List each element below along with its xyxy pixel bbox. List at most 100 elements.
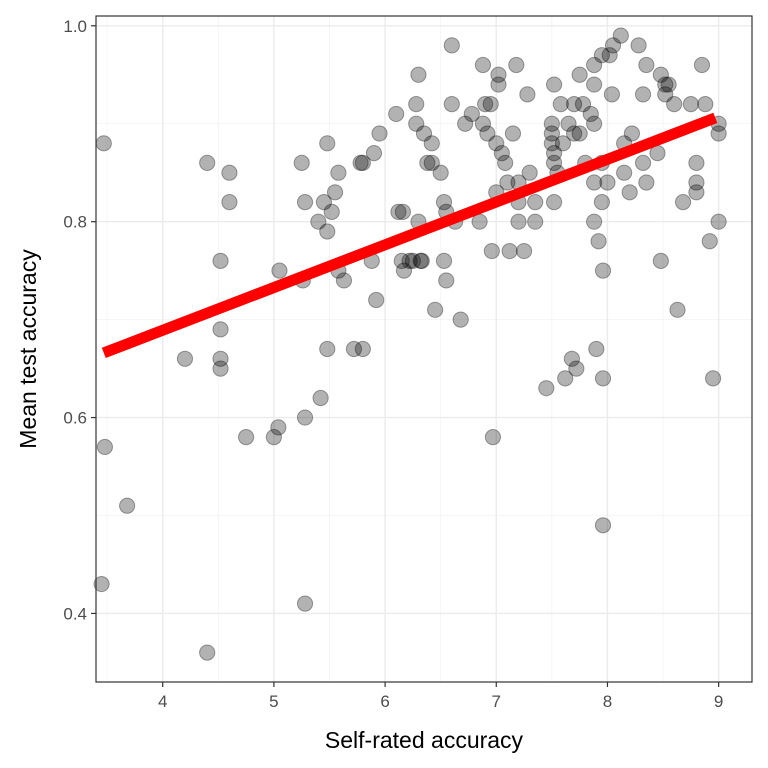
data-point: [701, 233, 718, 250]
data-point: [515, 242, 533, 260]
data-point: [638, 56, 655, 74]
data-point: [638, 174, 655, 191]
fit-line-group: [101, 112, 718, 359]
data-point: [688, 174, 705, 191]
x-tick-label: 8: [603, 692, 612, 711]
data-point: [310, 213, 327, 230]
data-point: [552, 96, 569, 113]
data-point: [354, 340, 371, 358]
data-point: [96, 438, 113, 456]
data-point: [710, 125, 727, 142]
data-point: [365, 145, 383, 162]
data-point: [652, 252, 669, 269]
data-point: [438, 272, 455, 289]
data-point: [586, 56, 603, 74]
data-point: [499, 174, 516, 191]
data-point: [504, 125, 522, 142]
data-point: [586, 174, 603, 191]
data-point: [543, 135, 560, 152]
data-point: [354, 154, 371, 172]
data-point: [688, 154, 705, 172]
data-point: [270, 419, 287, 436]
x-axis-ticks: 4 5 6 7 8 9: [158, 682, 723, 711]
y-tick-label: 0.4: [63, 604, 87, 623]
data-point: [497, 154, 514, 172]
data-point: [319, 135, 336, 152]
data-point: [521, 164, 538, 181]
data-point: [296, 409, 314, 426]
data-point: [682, 96, 699, 113]
data-point: [657, 86, 674, 103]
data-point: [312, 389, 329, 407]
data-point: [199, 644, 216, 661]
y-axis-title: Mean test accuracy: [15, 249, 41, 449]
data-point: [693, 56, 711, 74]
data-point: [315, 193, 333, 211]
data-point: [479, 125, 496, 142]
data-point: [634, 154, 652, 172]
data-point: [335, 272, 353, 289]
x-tick-label: 4: [158, 692, 167, 711]
data-point: [93, 575, 110, 593]
data-point: [545, 145, 563, 162]
data-point: [604, 37, 622, 54]
data-point: [674, 193, 692, 211]
data-point: [427, 301, 444, 318]
data-point: [404, 252, 421, 269]
data-point: [457, 115, 474, 132]
data-point: [483, 242, 500, 260]
data-point: [319, 223, 336, 240]
data-point: [623, 125, 641, 142]
x-tick-label: 5: [269, 692, 278, 711]
data-point: [571, 125, 588, 142]
data-point: [704, 370, 722, 387]
data-point: [394, 203, 411, 220]
data-point: [538, 380, 555, 397]
data-point: [568, 360, 585, 377]
data-point: [710, 213, 727, 230]
data-point: [669, 301, 686, 318]
data-point: [688, 184, 705, 201]
data-point: [395, 262, 413, 279]
data-point: [423, 135, 440, 152]
data-point: [545, 76, 563, 93]
data-point: [323, 203, 340, 220]
data-point: [413, 252, 430, 269]
data-point: [574, 96, 592, 113]
data-points: [93, 27, 727, 661]
data-point: [488, 135, 505, 152]
data-point: [571, 66, 588, 83]
data-point: [410, 66, 427, 83]
data-point: [463, 105, 480, 123]
data-point: [393, 252, 410, 269]
data-point: [419, 154, 436, 172]
data-point: [586, 76, 603, 93]
data-point: [593, 47, 611, 64]
data-point: [666, 96, 683, 113]
data-point: [599, 174, 616, 191]
data-point: [443, 96, 460, 113]
data-point: [484, 429, 502, 446]
data-point: [510, 213, 527, 230]
x-tick-label: 6: [380, 692, 389, 711]
data-point: [630, 37, 647, 54]
data-point: [543, 115, 560, 132]
data-point: [95, 135, 112, 152]
data-point: [212, 252, 229, 269]
data-point: [594, 262, 612, 279]
data-point: [612, 27, 629, 44]
data-point: [432, 164, 449, 181]
data-point: [408, 115, 425, 132]
data-point: [660, 76, 677, 93]
data-point: [293, 154, 310, 172]
data-point: [330, 164, 347, 181]
data-point: [368, 291, 385, 309]
data-point: [415, 125, 433, 142]
fit-line: [101, 112, 718, 359]
data-point: [590, 233, 607, 250]
data-point: [474, 115, 492, 132]
data-point: [621, 184, 638, 201]
data-point: [493, 145, 510, 162]
data-point: [560, 115, 577, 132]
